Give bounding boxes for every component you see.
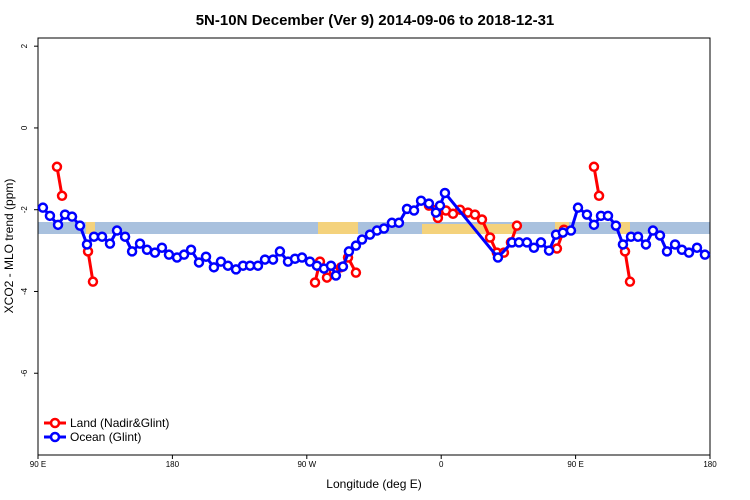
legend-label: Land (Nadir&Glint) <box>70 416 169 430</box>
data-point <box>200 251 212 262</box>
data-point <box>330 270 342 281</box>
data-point <box>267 254 279 265</box>
data-point <box>66 211 78 222</box>
data-point <box>640 239 652 250</box>
data-point <box>296 252 308 263</box>
data-point <box>178 249 190 260</box>
data-point <box>356 234 368 245</box>
data-point <box>111 225 123 236</box>
data-point <box>535 237 547 248</box>
data-point <box>408 205 420 216</box>
x-tick-label: 0 <box>439 460 444 469</box>
data-point <box>528 242 540 253</box>
data-point <box>126 246 138 257</box>
data-point <box>557 227 569 238</box>
y-axis-label: XCO2 - MLO trend (ppm) <box>2 179 16 314</box>
data-point <box>37 202 49 213</box>
data-point <box>87 276 99 287</box>
data-point <box>309 277 321 288</box>
data-point <box>44 210 56 222</box>
data-point <box>56 190 68 202</box>
data-point <box>337 261 349 272</box>
data-point <box>581 209 593 220</box>
data-point <box>51 161 63 173</box>
data-point <box>134 238 146 249</box>
data-point <box>588 161 600 173</box>
data-point <box>511 220 523 231</box>
plot-frame <box>37 37 711 456</box>
data-point <box>185 244 197 256</box>
data-point <box>350 240 362 251</box>
data-point <box>378 223 390 234</box>
y-tick-label: -4 <box>20 287 29 295</box>
data-point <box>252 260 264 271</box>
data-point <box>156 242 168 253</box>
data-point <box>274 246 286 257</box>
legend-label: Ocean (Glint) <box>70 430 141 444</box>
data-point <box>632 231 644 242</box>
data-point <box>343 246 355 257</box>
y-tick-label: 2 <box>20 43 29 48</box>
x-tick-label: 180 <box>703 460 717 469</box>
data-point <box>647 225 659 236</box>
data-point <box>259 254 271 265</box>
data-point <box>393 217 405 229</box>
data-point <box>439 187 451 199</box>
data-point <box>492 252 504 263</box>
data-point <box>149 247 161 258</box>
data-point <box>119 231 131 242</box>
data-point <box>593 190 605 202</box>
x-tick-label: 180 <box>166 460 180 469</box>
data-point <box>88 231 100 242</box>
legend-marker <box>49 431 61 443</box>
data-point <box>521 237 533 248</box>
x-tick-label: 90 W <box>297 460 316 469</box>
data-point <box>74 220 86 231</box>
data-point <box>321 272 333 283</box>
data-point <box>52 219 64 231</box>
data-point <box>624 276 636 287</box>
data-point <box>543 245 555 256</box>
legend-marker <box>49 417 61 429</box>
data-point <box>96 231 108 242</box>
y-tick-label: 0 <box>20 125 29 130</box>
data-point <box>610 220 622 231</box>
data-point <box>350 267 362 278</box>
data-point <box>691 242 703 253</box>
y-tick-label: -6 <box>20 369 29 377</box>
data-point <box>617 239 629 250</box>
data-point <box>222 260 234 271</box>
data-point <box>654 230 666 241</box>
data-point <box>572 202 584 213</box>
data-point <box>208 262 220 273</box>
y-tick-label: -2 <box>20 206 29 214</box>
data-point <box>423 198 435 209</box>
data-point <box>104 238 116 249</box>
data-point <box>588 219 600 231</box>
data-point <box>193 257 205 268</box>
data-point <box>469 209 481 220</box>
x-tick-label: 90 E <box>30 460 46 469</box>
data-point <box>683 247 695 258</box>
data-point <box>699 249 711 260</box>
data-point <box>81 239 93 250</box>
data-point <box>565 225 577 236</box>
data-point <box>661 246 673 257</box>
data-point <box>163 249 175 260</box>
data-point <box>484 232 496 243</box>
data-point <box>476 214 488 225</box>
data-point <box>602 210 614 222</box>
x-axis-label: Longitude (deg E) <box>326 477 421 491</box>
chart-title: 5N-10N December (Ver 9) 2014-09-06 to 20… <box>196 12 555 29</box>
data-point <box>325 260 337 271</box>
x-tick-label: 90 E <box>567 460 583 469</box>
data-point <box>434 200 446 211</box>
data-point <box>669 239 681 250</box>
